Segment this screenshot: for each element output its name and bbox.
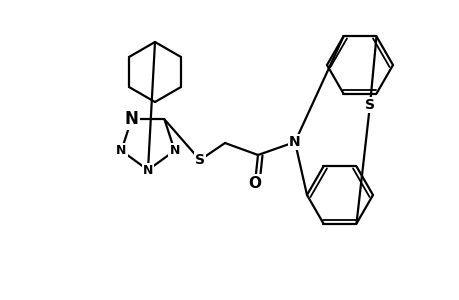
Text: N: N	[289, 135, 300, 149]
Text: N: N	[142, 164, 153, 176]
Text: O: O	[248, 176, 261, 190]
Text: S: S	[195, 153, 205, 167]
Text: N: N	[124, 110, 138, 128]
Text: N: N	[116, 144, 126, 157]
Text: S: S	[364, 98, 374, 112]
Text: N: N	[142, 164, 153, 176]
Text: N: N	[169, 144, 179, 157]
